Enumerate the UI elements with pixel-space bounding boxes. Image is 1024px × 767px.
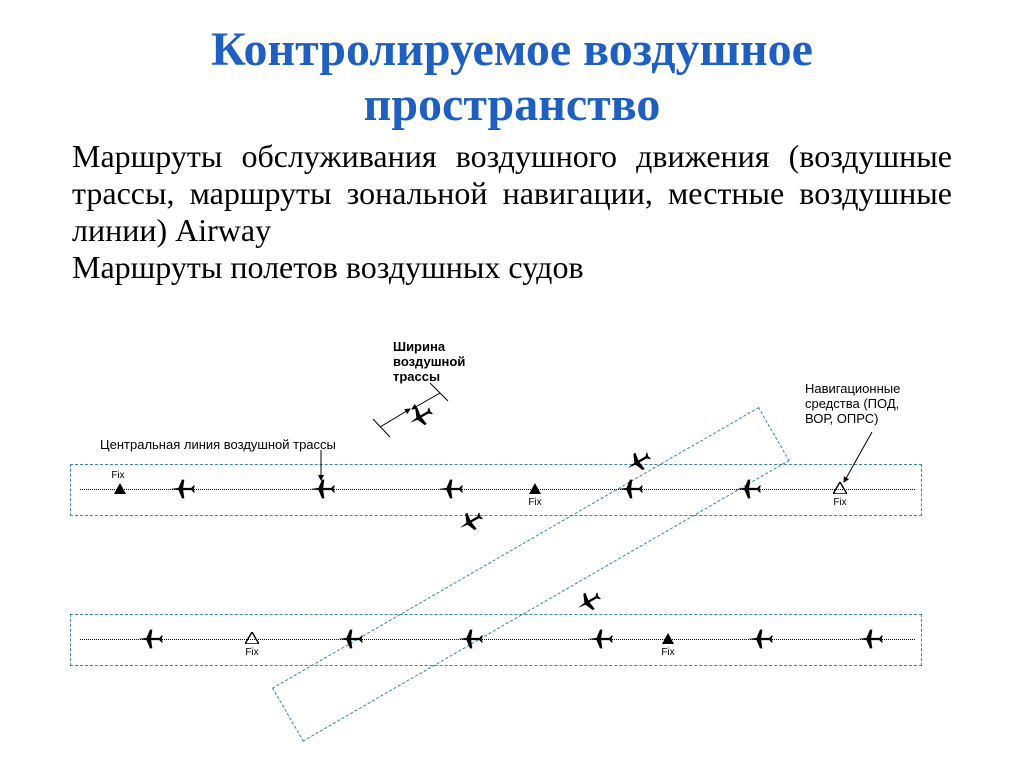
slide-title: Контролируемое воздушноепространство [0,22,1024,132]
slide-title-text: Контролируемое воздушноепространство [211,23,813,131]
aircraft-icon [856,625,884,653]
airways-diagram: Ширинавоздушнойтрассы Центральная линия … [100,352,920,752]
aircraft-icon [616,475,644,503]
label-navaids: Навигационныесредства (ПОД,ВОР, ОПРС) [805,382,900,427]
fix-label: Fix [245,647,258,658]
corridor-top [70,464,922,516]
aircraft-icon [436,475,464,503]
label-width: Ширинавоздушнойтрассы [393,340,465,385]
fix-label: Fix [111,470,124,481]
fix-marker [245,632,259,644]
aircraft-icon [734,475,762,503]
fix-marker [529,483,541,494]
centerline-bottom [80,639,915,640]
fix-marker [833,482,847,494]
fix-label: Fix [833,497,846,508]
fix-marker [662,633,674,644]
aircraft-icon [456,625,484,653]
aircraft-icon [746,625,774,653]
body-paragraph-1: Маршруты обслуживания воздушного движени… [72,138,952,249]
aircraft-icon [586,625,614,653]
label-centerline: Центральная линия воздушной трассы [100,438,336,453]
aircraft-icon [168,475,196,503]
fix-label: Fix [528,497,541,508]
centerline-top [80,489,915,490]
aircraft-icon [308,475,336,503]
aircraft-icon [136,625,164,653]
corridor-diagonal [272,407,790,742]
fix-marker [114,483,126,494]
aircraft-icon [336,625,364,653]
body-paragraph-2: Маршруты полетов воздушных судов [72,249,952,286]
fix-label: Fix [661,647,674,658]
navaids-arrow [838,430,878,486]
